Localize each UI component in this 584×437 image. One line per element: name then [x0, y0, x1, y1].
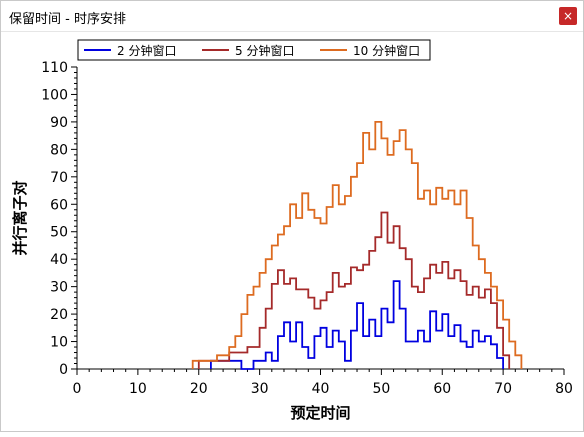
y-axis-title: 并行离子对: [11, 180, 29, 255]
legend-box: [77, 39, 431, 61]
x-tick-label: 30: [251, 381, 269, 397]
series-line-3: [191, 121, 523, 369]
close-button[interactable]: ×: [559, 7, 577, 25]
y-tick-label: 0: [59, 362, 68, 378]
x-tick-label: 80: [555, 381, 573, 397]
window-title: 保留时间 - 时序安排: [9, 12, 126, 27]
series-line-2: [197, 211, 511, 369]
x-axis-title: 预定时间: [290, 404, 350, 422]
y-tick-label: 50: [50, 225, 68, 241]
y-tick-label: 70: [50, 170, 68, 186]
x-tick-label: 70: [494, 381, 512, 397]
y-tick-label: 110: [41, 60, 68, 76]
y-tick-label: 30: [50, 280, 68, 296]
y-tick-label: 60: [50, 197, 68, 213]
legend-label-2: 5 分钟窗口: [235, 43, 294, 58]
y-tick-label: 90: [50, 115, 68, 131]
y-tick-label: 20: [50, 307, 68, 323]
chart-area: 0 10 20 30 40 50 60 70 80 90 100 110 0 10 20 30 40 50 60 70…: [1, 31, 584, 433]
y-tick-label: 40: [50, 252, 68, 268]
x-tick-label: 0: [73, 381, 82, 397]
x-tick-label: 60: [433, 381, 451, 397]
x-tick-label: 10: [129, 381, 147, 397]
x-tick-label: 40: [312, 381, 330, 397]
y-tick-label: 10: [50, 335, 68, 351]
close-icon: ×: [562, 9, 574, 23]
series-line-1: [210, 280, 504, 370]
legend-label-3: 10 分钟窗口: [353, 43, 420, 58]
title-bar: 保留时间 - 时序安排 ×: [1, 1, 583, 32]
x-tick-label: 50: [372, 381, 390, 397]
x-tick-label: 20: [190, 381, 208, 397]
legend-label-1: 2 分钟窗口: [117, 43, 176, 58]
y-tick-label: 80: [50, 142, 68, 158]
y-tick-label: 100: [41, 87, 68, 103]
retention-time-chart: 0 10 20 30 40 50 60 70 80 90 100 110 0 10 20 30 40 50 60 70…: [11, 39, 573, 422]
